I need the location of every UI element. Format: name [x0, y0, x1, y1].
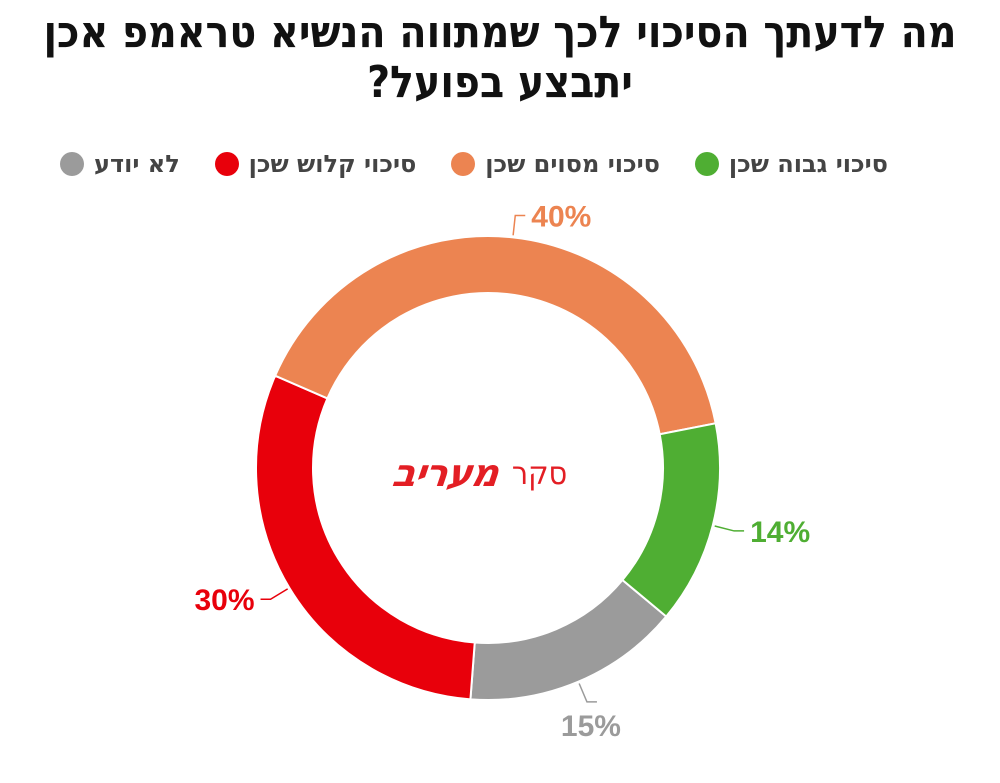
legend-label: סיכוי גבוה שכן: [728, 150, 888, 178]
chart-title: מה לדעתך הסיכוי לכך שמתווה הנשיא טראמפ א…: [43, 7, 957, 108]
label-some-chance: 40%: [531, 200, 591, 233]
slice-some-chance: [273, 235, 717, 436]
legend-swatch: [60, 152, 84, 176]
leader-line: [260, 588, 289, 600]
legend-swatch: [214, 152, 239, 176]
leader-line: [714, 525, 745, 532]
center-brand: מעריב: [389, 451, 501, 495]
legend-label: סיכוי קלוש שכן: [248, 150, 417, 178]
legend-swatch: [451, 152, 476, 176]
legend-item-slim-chance: סיכוי קלוש שכן: [214, 150, 417, 178]
leader-line: [512, 214, 526, 236]
legend: לא יודע סיכוי קלוש שכן סיכוי מסוים שכן ס…: [60, 146, 888, 182]
slice-slim-chance: [255, 374, 476, 701]
slice-dont-know: [469, 578, 668, 701]
legend-label: לא יודע: [94, 150, 180, 178]
label-high-chance: 14%: [750, 516, 810, 549]
legend-item-dont-know: לא יודע: [60, 150, 180, 178]
slice-high-chance: [621, 422, 721, 618]
leader-line: [578, 683, 597, 703]
legend-item-high-chance: סיכוי גבוה שכן: [694, 150, 888, 178]
center-logo: סקר מעריב: [340, 448, 620, 498]
legend-item-some-chance: סיכוי מסוים שכן: [451, 150, 660, 178]
legend-swatch: [694, 152, 719, 176]
legend-label: סיכוי מסוים שכן: [485, 150, 660, 178]
center-prefix: סקר: [511, 454, 568, 492]
label-slim-chance: 30%: [194, 584, 254, 617]
label-dont-know: 15%: [561, 710, 621, 743]
